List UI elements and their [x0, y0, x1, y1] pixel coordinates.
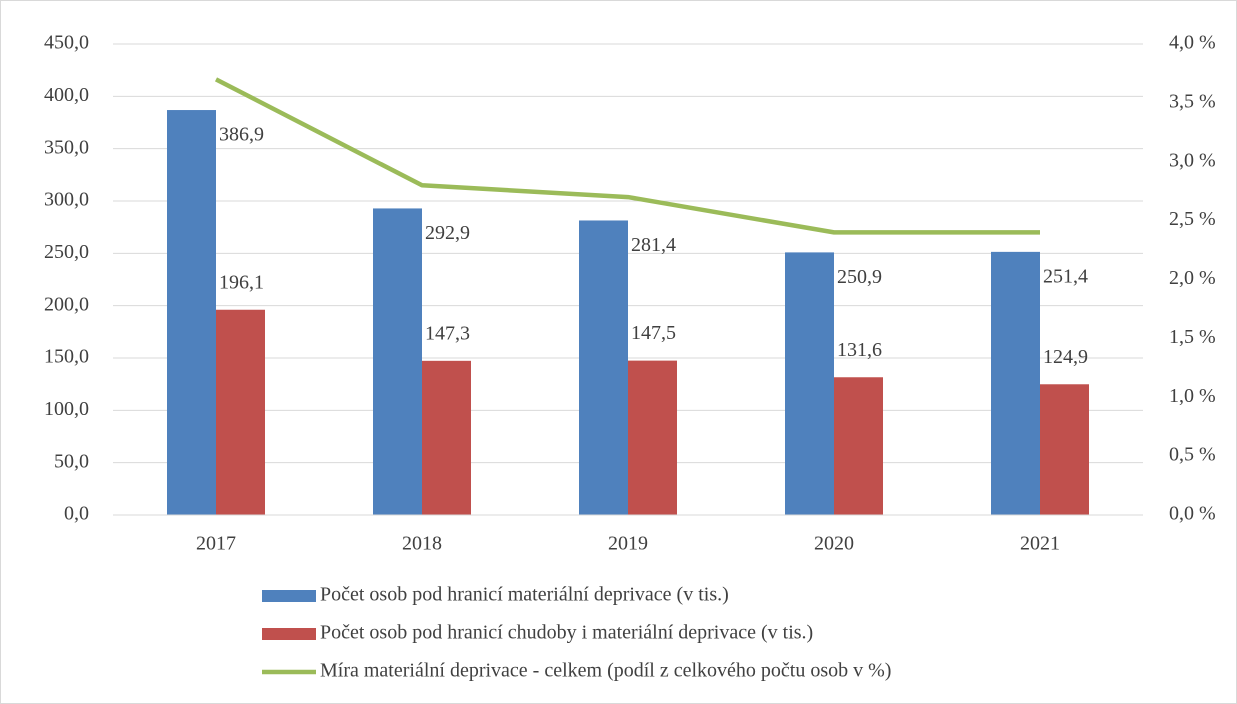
y2-tick-label: 0,0 % — [1169, 503, 1216, 525]
bar — [628, 360, 677, 515]
y-tick-label: 150,0 — [44, 346, 89, 368]
legend-swatch — [262, 590, 316, 602]
legend-label: Počet osob pod hranicí chudoby i materiá… — [320, 622, 813, 644]
bar — [785, 252, 834, 515]
data-label: 124,9 — [1043, 346, 1088, 368]
y-tick-label: 0,0 — [64, 503, 89, 525]
data-label: 251,4 — [1043, 265, 1088, 287]
y-tick-label: 50,0 — [54, 450, 89, 472]
y2-tick-label: 0,5 % — [1169, 444, 1216, 466]
y-tick-label: 450,0 — [44, 32, 89, 54]
x-tick-label: 2018 — [402, 533, 442, 555]
line — [214, 77, 1040, 235]
y2-tick-label: 1,5 % — [1169, 326, 1216, 348]
bar — [422, 360, 471, 515]
x-tick-label: 2021 — [1020, 533, 1060, 555]
y-tick-label: 350,0 — [44, 136, 89, 158]
data-label: 386,9 — [219, 124, 264, 146]
data-label: 147,3 — [425, 322, 470, 344]
y-tick-label: 250,0 — [44, 241, 89, 263]
data-label: 250,9 — [837, 266, 882, 288]
y2-tick-label: 4,0 % — [1169, 32, 1216, 54]
y2-tick-label: 3,0 % — [1169, 149, 1216, 171]
y2-tick-label: 2,0 % — [1169, 267, 1216, 289]
y-tick-label: 300,0 — [44, 189, 89, 211]
legend-swatch — [262, 628, 316, 640]
data-label: 292,9 — [425, 222, 470, 244]
y2-tick-label: 1,0 % — [1169, 385, 1216, 407]
bar — [834, 377, 883, 515]
y-tick-label: 200,0 — [44, 293, 89, 315]
bar — [991, 251, 1040, 516]
data-label: 196,1 — [219, 271, 264, 293]
legend-label: Počet osob pod hranicí materiální depriv… — [320, 584, 729, 606]
bar — [216, 309, 265, 515]
data-label: 147,5 — [631, 322, 676, 344]
bar — [167, 110, 216, 515]
legend-label: Míra materiální deprivace - celkem (podí… — [320, 660, 891, 682]
y-tick-label: 100,0 — [44, 398, 89, 420]
data-label: 281,4 — [631, 234, 676, 256]
y2-tick-label: 3,5 % — [1169, 90, 1216, 112]
y-tick-label: 400,0 — [44, 84, 89, 106]
bar — [1040, 384, 1089, 515]
bar — [579, 220, 628, 515]
data-label: 131,6 — [837, 339, 882, 361]
x-tick-label: 2017 — [196, 533, 236, 555]
y2-tick-label: 2,5 % — [1169, 208, 1216, 230]
x-tick-label: 2020 — [814, 533, 854, 555]
bar — [373, 208, 422, 515]
x-tick-label: 2019 — [608, 533, 648, 555]
